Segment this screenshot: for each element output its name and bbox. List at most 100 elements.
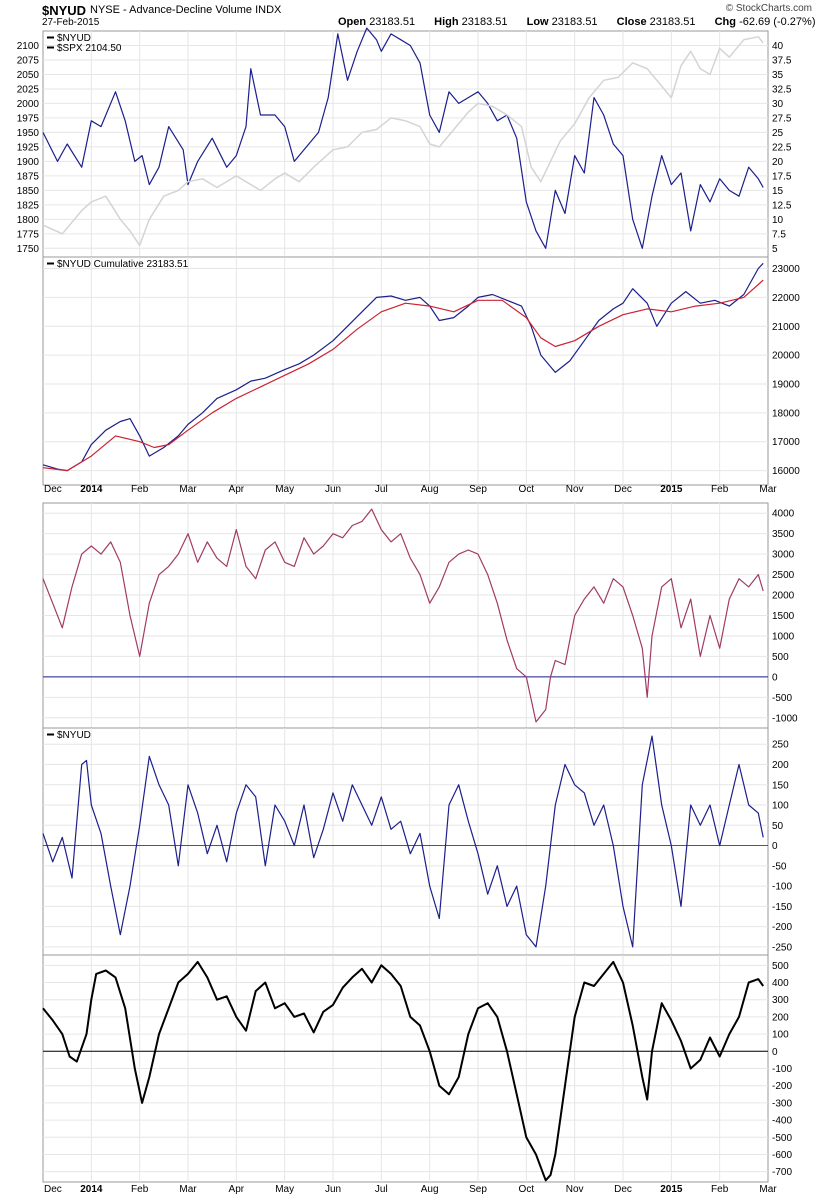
y-tick-label: 7.5: [772, 229, 786, 240]
y-tick-label-left: 2000: [17, 99, 40, 110]
x-tick-label: May: [275, 484, 294, 495]
y-tick-label-left: 1750: [17, 244, 40, 255]
y-tick-label: -150: [772, 902, 792, 913]
y-tick-label: -200: [772, 1081, 792, 1092]
y-tick-label: -700: [772, 1167, 792, 1178]
panel-label: $NYUD: [57, 730, 91, 741]
x-tick-label: Sep: [469, 1184, 487, 1195]
open-value: 23183.51: [369, 16, 416, 28]
y-tick-label: 200: [772, 760, 789, 771]
panel-frame: [42, 256, 769, 486]
y-tick-label: 4000: [772, 509, 795, 520]
symbol-description: NYSE - Advance-Decline Volume INDX: [90, 4, 282, 16]
y-tick-label: 20: [772, 157, 784, 168]
symbol-title: $NYUD: [42, 3, 87, 18]
x-tick-label: Oct: [519, 1184, 535, 1195]
y-tick-label: 3000: [772, 550, 795, 561]
x-tick-label: 2015: [660, 484, 683, 495]
panel-label: $NYUD: [57, 33, 91, 44]
series-line: [42, 262, 764, 472]
y-tick-label: -300: [772, 1098, 792, 1109]
y-tick-label: 27.5: [772, 113, 792, 124]
y-tick-label-left: 1925: [17, 142, 40, 153]
y-tick-label: 15: [772, 186, 784, 197]
x-tick-label: Jul: [375, 1184, 388, 1195]
y-tick-label-left: 1775: [17, 229, 40, 240]
y-tick-label: 0: [772, 1047, 778, 1058]
y-tick-label: -500: [772, 693, 792, 704]
high-value: 23183.51: [461, 16, 508, 28]
y-tick-label: 250: [772, 740, 789, 751]
x-tick-label: Aug: [421, 484, 439, 495]
y-tick-label: 100: [772, 801, 789, 812]
y-tick-label-left: 2075: [17, 55, 40, 66]
low-label: Low: [526, 16, 549, 28]
chg-value: -62.69 (-0.27%): [739, 16, 816, 28]
y-tick-label: -500: [772, 1133, 792, 1144]
y-tick-label: 22000: [772, 293, 800, 304]
x-tick-label: Mar: [179, 484, 197, 495]
open-label: Open: [338, 16, 367, 28]
close-label: Close: [616, 16, 647, 28]
series-line: [42, 735, 764, 948]
y-tick-label-left: 2050: [17, 70, 40, 81]
y-tick-label: -50: [772, 861, 787, 872]
x-tick-label: Apr: [229, 484, 245, 495]
y-tick-label: 5: [772, 244, 778, 255]
y-tick-label: -250: [772, 942, 792, 953]
chg-label: Chg: [714, 16, 736, 28]
x-tick-label: Mar: [759, 484, 777, 495]
x-tick-label: Sep: [469, 484, 487, 495]
x-tick-label: Feb: [711, 1184, 729, 1195]
x-tick-label: 2014: [80, 1184, 103, 1195]
y-tick-label: -100: [772, 1064, 792, 1075]
y-tick-label: 32.5: [772, 84, 792, 95]
y-tick-label: -100: [772, 882, 792, 893]
x-tick-label: May: [275, 1184, 294, 1195]
y-tick-label: 10: [772, 215, 784, 226]
y-tick-label: 2500: [772, 570, 795, 581]
x-tick-label: Jun: [325, 484, 341, 495]
y-tick-label: -200: [772, 922, 792, 933]
y-tick-label: 23000: [772, 264, 800, 275]
x-tick-label: Mar: [759, 1184, 777, 1195]
y-tick-label: 25: [772, 128, 784, 139]
y-tick-label: 35: [772, 70, 784, 81]
x-tick-label: Dec: [44, 484, 62, 495]
y-tick-label-left: 1875: [17, 171, 40, 182]
y-tick-label: 300: [772, 995, 789, 1006]
x-tick-label: Jul: [375, 484, 388, 495]
y-tick-label: 40: [772, 41, 784, 52]
x-tick-label: Nov: [566, 1184, 584, 1195]
x-tick-label: Aug: [421, 1184, 439, 1195]
ohlc-readout: Open 23183.51 High 23183.51 Low 23183.51…: [338, 16, 820, 28]
y-tick-label: 500: [772, 961, 789, 972]
y-tick-label: 37.5: [772, 55, 792, 66]
x-tick-label: Feb: [711, 484, 729, 495]
y-tick-label: 3500: [772, 529, 795, 540]
x-tick-label: Feb: [131, 484, 149, 495]
chart-header: $NYUD NYSE - Advance-Decline Volume INDX…: [0, 0, 820, 30]
y-tick-label: 500: [772, 652, 789, 663]
x-tick-label: 2014: [80, 484, 103, 495]
y-tick-label-left: 1800: [17, 215, 40, 226]
y-tick-label: 18000: [772, 408, 800, 419]
panel-label: $NYUD Cumulative 23183.51: [57, 259, 189, 270]
x-tick-label: 2015: [660, 1184, 683, 1195]
high-label: High: [434, 16, 459, 28]
x-tick-label: Dec: [44, 1184, 62, 1195]
y-tick-label-left: 1850: [17, 186, 40, 197]
y-tick-label: 19000: [772, 379, 800, 390]
y-tick-label: 0: [772, 672, 778, 683]
y-tick-label-left: 1975: [17, 113, 40, 124]
y-tick-label: 2000: [772, 591, 795, 602]
y-tick-label: -1000: [772, 713, 798, 724]
y-tick-label-left: 2100: [17, 41, 40, 52]
y-tick-label: 17.5: [772, 171, 792, 182]
x-tick-label: Oct: [519, 484, 535, 495]
y-tick-label: 100: [772, 1030, 789, 1041]
panel-label: $SPX 2104.50: [57, 43, 122, 54]
low-value: 23183.51: [551, 16, 598, 28]
y-tick-label: -400: [772, 1116, 792, 1127]
